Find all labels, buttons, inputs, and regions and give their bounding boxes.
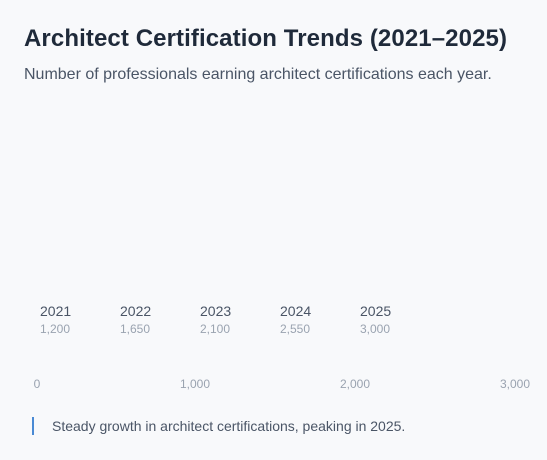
x-tick-label: 3,000 — [499, 377, 531, 391]
x-tick-label: 2,000 — [339, 377, 371, 391]
chart-annotation: Steady growth in architect certification… — [32, 417, 405, 435]
category-label: 2022 — [120, 303, 152, 319]
data-label: 2,550 — [280, 322, 311, 336]
data-label: 1,200 — [40, 322, 71, 336]
category-label: 2025 — [360, 303, 392, 319]
chart-title: Architect Certification Trends (2021–202… — [24, 25, 508, 52]
data-label: 1,650 — [120, 322, 151, 336]
data-label: 2,100 — [200, 322, 231, 336]
chart-subtitle: Number of professionals earning architec… — [24, 66, 492, 83]
category-label: 2021 — [40, 303, 72, 319]
category-2023: 2023 2,100 — [200, 303, 260, 336]
category-2021: 2021 1,200 — [40, 303, 100, 336]
category-2022: 2022 1,650 — [120, 303, 180, 336]
category-2024: 2024 2,550 — [280, 303, 340, 336]
x-tick-label: 1,000 — [179, 377, 211, 391]
category-2025: 2025 3,000 — [360, 303, 420, 336]
category-label: 2024 — [280, 303, 312, 319]
category-label: 2023 — [200, 303, 232, 319]
data-label: 3,000 — [360, 322, 391, 336]
x-tick-label: 0 — [33, 377, 41, 391]
